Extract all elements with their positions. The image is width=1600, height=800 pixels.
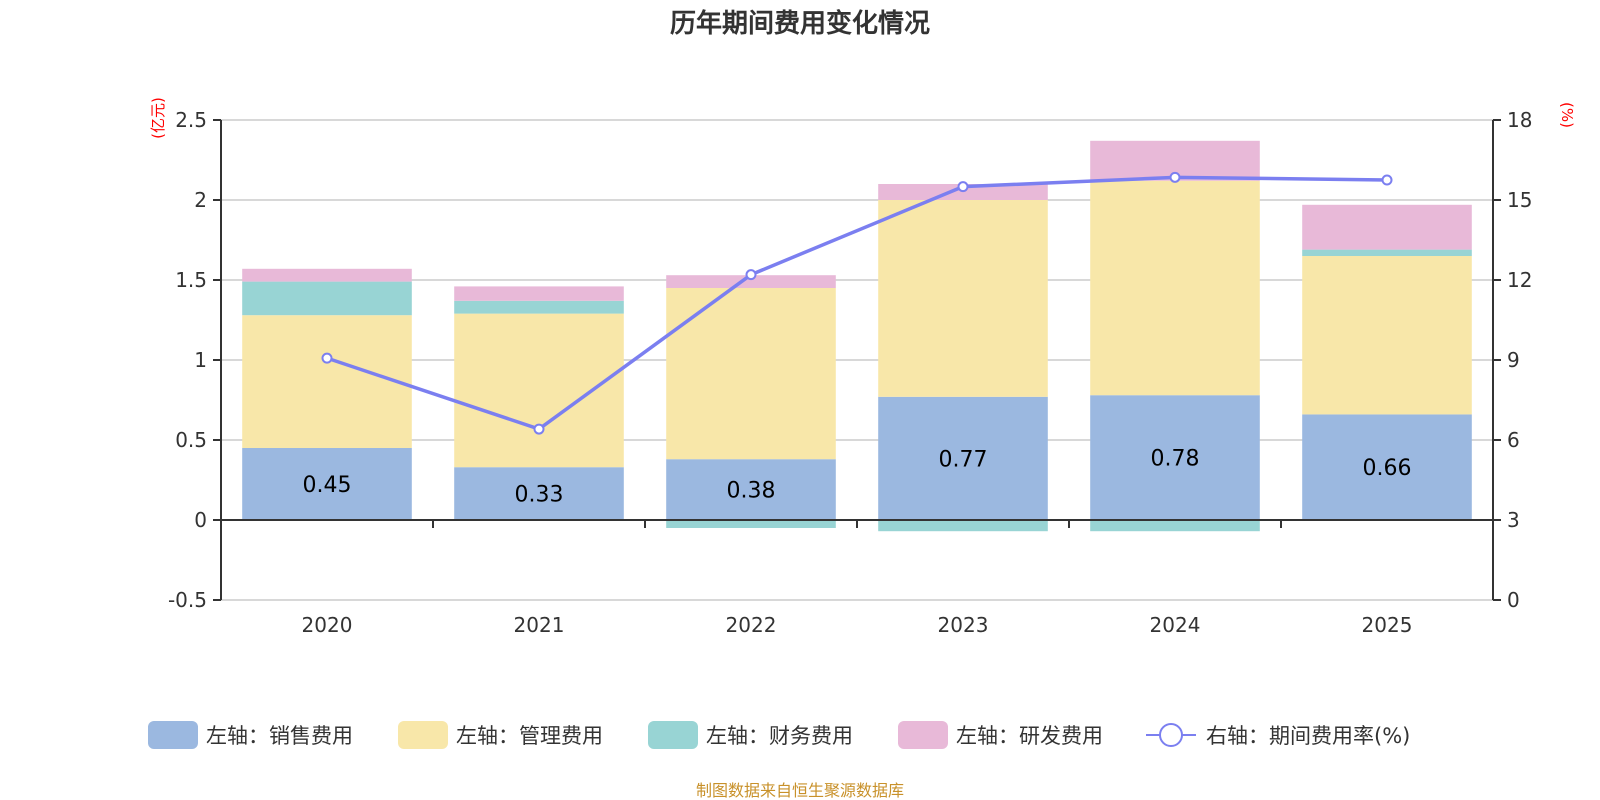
right-axis-tick-label: 3 bbox=[1507, 508, 1520, 532]
bar-segment bbox=[242, 281, 412, 316]
legend: 左轴：销售费用 左轴：管理费用 左轴：财务费用 左轴：研发费用 右轴：期间费用率(%) bbox=[148, 721, 1410, 749]
data-label: 0.45 bbox=[303, 473, 352, 498]
bar-segment bbox=[1090, 395, 1260, 520]
bar-segment bbox=[1302, 204, 1472, 250]
left-axis-unit: (亿元) bbox=[149, 97, 167, 139]
rate-line-point bbox=[1381, 174, 1393, 186]
bar-segment bbox=[1302, 249, 1472, 256]
rate-line bbox=[321, 171, 1393, 435]
bar-segment bbox=[242, 268, 412, 282]
legend-circle-icon bbox=[1159, 723, 1183, 747]
right-axis-tick-label: 0 bbox=[1507, 588, 1520, 612]
bar-segment bbox=[878, 200, 1048, 397]
rate-line-point bbox=[957, 181, 969, 193]
left-axis-tick-label: 1 bbox=[194, 348, 207, 372]
bar-segment bbox=[242, 315, 412, 448]
legend-item: 左轴：销售费用 bbox=[148, 721, 353, 749]
rate-line-point bbox=[1169, 171, 1181, 183]
left-axis-tick-label: 0 bbox=[194, 508, 207, 532]
x-axis-tick-label: 2021 bbox=[514, 613, 565, 637]
bar-segment bbox=[1302, 414, 1472, 520]
chart-title: 历年期间费用变化情况 bbox=[670, 8, 930, 39]
bar-segment bbox=[454, 467, 624, 520]
x-axis-tick-label: 2022 bbox=[726, 613, 777, 637]
left-axis-tick-label: 1.5 bbox=[175, 268, 207, 292]
x-axis-tick-label: 2024 bbox=[1150, 613, 1201, 637]
rate-line-point bbox=[533, 423, 545, 435]
bar-segment bbox=[878, 396, 1048, 520]
legend-item: 右轴：期间费用率(%) bbox=[1146, 723, 1410, 748]
legend-label: 左轴：研发费用 bbox=[956, 724, 1103, 748]
legend-swatch bbox=[898, 721, 948, 749]
bar-segment bbox=[666, 520, 836, 528]
bar-segment bbox=[666, 459, 836, 520]
axes: -0.5 0 0.5 1 1.5 2 2.5 0 3 6 9 12 15 18 2020 2021 2022 20… bbox=[168, 108, 1532, 637]
legend-swatch bbox=[398, 721, 448, 749]
data-label: 0.77 bbox=[939, 447, 988, 472]
bar-segment bbox=[1090, 520, 1260, 532]
x-axis-tick-label: 2020 bbox=[302, 613, 353, 637]
bar-segment bbox=[242, 448, 412, 520]
right-axis-tick-label: 6 bbox=[1507, 428, 1520, 452]
right-axis-unit: (%) bbox=[1558, 102, 1576, 128]
right-axis-tick-label: 12 bbox=[1507, 268, 1532, 292]
legend-item: 左轴：财务费用 bbox=[648, 721, 853, 749]
left-axis-tick-label: -0.5 bbox=[168, 588, 207, 612]
data-label: 0.66 bbox=[1363, 456, 1412, 481]
bar-segment bbox=[454, 313, 624, 468]
legend-label: 右轴：期间费用率(%) bbox=[1206, 724, 1410, 748]
bar-segment bbox=[1302, 256, 1472, 415]
legend-item: 左轴：管理费用 bbox=[398, 721, 603, 749]
data-label: 0.33 bbox=[515, 483, 564, 508]
left-axis-tick-label: 2.5 bbox=[175, 108, 207, 132]
right-axis-tick-label: 9 bbox=[1507, 348, 1520, 372]
legend-swatch bbox=[148, 721, 198, 749]
x-axis-tick-label: 2025 bbox=[1362, 613, 1413, 637]
bars bbox=[242, 140, 1472, 532]
data-label: 0.78 bbox=[1151, 447, 1200, 472]
data-label: 0.38 bbox=[727, 479, 776, 504]
data-labels: 0.45 0.33 0.38 0.77 0.78 0.66 bbox=[303, 447, 1412, 508]
legend-swatch bbox=[648, 721, 698, 749]
bar-segment bbox=[878, 520, 1048, 532]
rate-line-point bbox=[745, 269, 757, 281]
bar-segment bbox=[454, 300, 624, 314]
bar-segment bbox=[454, 286, 624, 301]
bar-segment bbox=[1090, 180, 1260, 396]
left-axis-tick-label: 2 bbox=[194, 188, 207, 212]
right-axis-tick-label: 18 bbox=[1507, 108, 1532, 132]
bar-segment bbox=[666, 275, 836, 288]
legend-label: 左轴：财务费用 bbox=[706, 724, 853, 748]
legend-label: 左轴：销售费用 bbox=[206, 724, 353, 748]
x-axis-tick-label: 2023 bbox=[938, 613, 989, 637]
legend-label: 左轴：管理费用 bbox=[456, 724, 603, 748]
source-note: 制图数据来自恒生聚源数据库 bbox=[696, 781, 904, 800]
rate-line-point bbox=[321, 352, 333, 364]
bar-segment bbox=[666, 288, 836, 460]
legend-item: 左轴：研发费用 bbox=[898, 721, 1103, 749]
right-axis-tick-label: 15 bbox=[1507, 188, 1532, 212]
left-axis-tick-label: 0.5 bbox=[175, 428, 207, 452]
rate-line-path bbox=[326, 175, 1388, 432]
